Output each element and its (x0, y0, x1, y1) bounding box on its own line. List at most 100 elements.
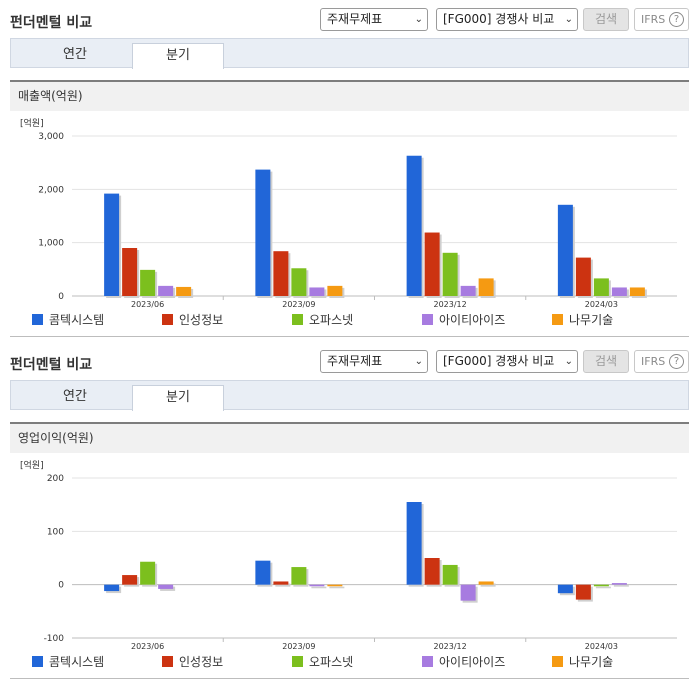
legend-swatch (422, 314, 433, 325)
legend-item[interactable]: 콤텍시스템 (32, 312, 104, 328)
period-tabs: 연간 분기 (10, 38, 689, 69)
bar[interactable] (460, 285, 476, 296)
bar[interactable] (255, 169, 271, 296)
bar[interactable] (273, 581, 289, 585)
section-header: 펀더멘털 비교 주재무제표 ⌄ [FG000] 경쟁사 비교 ⌄ 검색 IFRS… (0, 0, 696, 38)
legend-item[interactable]: 나무기술 (552, 312, 613, 328)
bar[interactable] (575, 584, 591, 600)
bar[interactable] (611, 583, 627, 585)
bar[interactable] (593, 584, 609, 587)
legend-item[interactable]: 아이티아이즈 (422, 312, 505, 328)
bar[interactable] (575, 257, 591, 296)
legend-item[interactable]: 아이티아이즈 (422, 654, 505, 670)
bar[interactable] (291, 567, 307, 585)
bar[interactable] (406, 155, 422, 296)
help-icon[interactable]: ? (669, 354, 684, 369)
bar[interactable] (291, 268, 307, 296)
unit-label: [억원] (20, 117, 44, 129)
bar[interactable] (273, 251, 289, 296)
bar[interactable] (309, 584, 325, 587)
statement-type-select[interactable]: 주재무제표 ⌄ (320, 350, 428, 373)
bar[interactable] (140, 561, 156, 585)
y-tick-label: 200 (47, 474, 64, 484)
chevron-down-icon: ⌄ (414, 356, 423, 367)
y-tick-label: -100 (44, 634, 65, 644)
tab-annual[interactable]: 연간 (63, 47, 87, 62)
bar-shadow (595, 586, 611, 589)
legend-item[interactable]: 오파스넷 (292, 654, 353, 670)
bar[interactable] (478, 278, 494, 296)
y-tick-label: 0 (58, 292, 64, 302)
help-icon[interactable]: ? (669, 12, 684, 27)
bar[interactable] (478, 581, 494, 585)
x-tick-label: 2023/09 (282, 642, 315, 651)
y-tick-label: 1,000 (38, 239, 64, 249)
legend-item[interactable]: 콤텍시스템 (32, 654, 104, 670)
legend-label: 인성정보 (179, 313, 224, 327)
bar[interactable] (611, 287, 627, 296)
bar[interactable] (460, 584, 476, 601)
chart-legend: 콤텍시스템 인성정보 오파스넷 아이티아이즈 나무기술 (10, 312, 689, 330)
legend-swatch (32, 656, 43, 667)
legend-item[interactable]: 나무기술 (552, 654, 613, 670)
tab-annual[interactable]: 연간 (63, 389, 87, 404)
legend-item[interactable]: 오파스넷 (292, 312, 353, 328)
bar[interactable] (104, 193, 120, 296)
legend-swatch (162, 314, 173, 325)
search-button[interactable]: 검색 (583, 350, 629, 373)
bar[interactable] (309, 287, 325, 296)
chart-panel-title: 매출액(억원) (10, 80, 689, 111)
statement-type-value: 주재무제표 (327, 354, 383, 368)
chart-legend: 콤텍시스템 인성정보 오파스넷 아이티아이즈 나무기술 (10, 654, 689, 672)
tab-quarterly[interactable]: 분기 (132, 385, 224, 411)
legend-label: 아이티아이즈 (439, 313, 506, 327)
bar[interactable] (158, 584, 174, 589)
x-tick-label: 2023/06 (131, 300, 164, 309)
bar[interactable] (122, 575, 138, 585)
legend-swatch (552, 656, 563, 667)
fundamental-section-operating-profit: 펀더멘털 비교 주재무제표 ⌄ [FG000] 경쟁사 비교 ⌄ 검색 IFRS… (0, 342, 696, 679)
peer-group-value: [FG000] 경쟁사 비교 (443, 354, 555, 368)
x-tick-label: 2023/06 (131, 642, 164, 651)
tab-quarterly[interactable]: 분기 (132, 43, 224, 69)
peer-group-select[interactable]: [FG000] 경쟁사 비교 ⌄ (436, 350, 578, 373)
ifrs-button[interactable]: IFRS ? (634, 350, 689, 373)
peer-group-select[interactable]: [FG000] 경쟁사 비교 ⌄ (436, 8, 578, 31)
bar[interactable] (406, 502, 422, 585)
bar[interactable] (424, 232, 440, 296)
bar[interactable] (176, 286, 192, 296)
bar[interactable] (424, 558, 440, 585)
legend-item[interactable]: 인성정보 (162, 312, 223, 328)
bar[interactable] (557, 204, 573, 296)
fundamental-section-revenue: 펀더멘털 비교 주재무제표 ⌄ [FG000] 경쟁사 비교 ⌄ 검색 IFRS… (0, 0, 696, 337)
legend-swatch (32, 314, 43, 325)
chevron-down-icon: ⌄ (414, 14, 423, 25)
bar[interactable] (104, 584, 120, 592)
legend-item[interactable]: 인성정보 (162, 654, 223, 670)
bar[interactable] (327, 285, 343, 296)
bar[interactable] (255, 560, 271, 585)
legend-label: 인성정보 (179, 655, 224, 669)
bar-shadow (480, 583, 496, 587)
ifrs-label: IFRS (641, 13, 666, 26)
statement-type-select[interactable]: 주재무제표 ⌄ (320, 8, 428, 31)
bar[interactable] (629, 287, 645, 296)
bar[interactable] (442, 564, 458, 585)
bar[interactable] (140, 269, 156, 296)
ifrs-label: IFRS (641, 355, 666, 368)
bar[interactable] (593, 278, 609, 296)
search-button[interactable]: 검색 (583, 8, 629, 31)
ifrs-button[interactable]: IFRS ? (634, 8, 689, 31)
bar[interactable] (327, 584, 343, 587)
bar[interactable] (442, 252, 458, 296)
bar[interactable] (122, 248, 138, 296)
legend-label: 아이티아이즈 (439, 655, 506, 669)
bar-shadow (329, 586, 345, 589)
y-tick-label: 3,000 (38, 132, 64, 142)
section-title: 펀더멘털 비교 (10, 357, 93, 373)
chevron-down-icon: ⌄ (564, 356, 573, 367)
bar[interactable] (557, 584, 573, 594)
legend-label: 나무기술 (569, 655, 614, 669)
bar[interactable] (158, 285, 174, 296)
section-title: 펀더멘털 비교 (10, 15, 93, 31)
